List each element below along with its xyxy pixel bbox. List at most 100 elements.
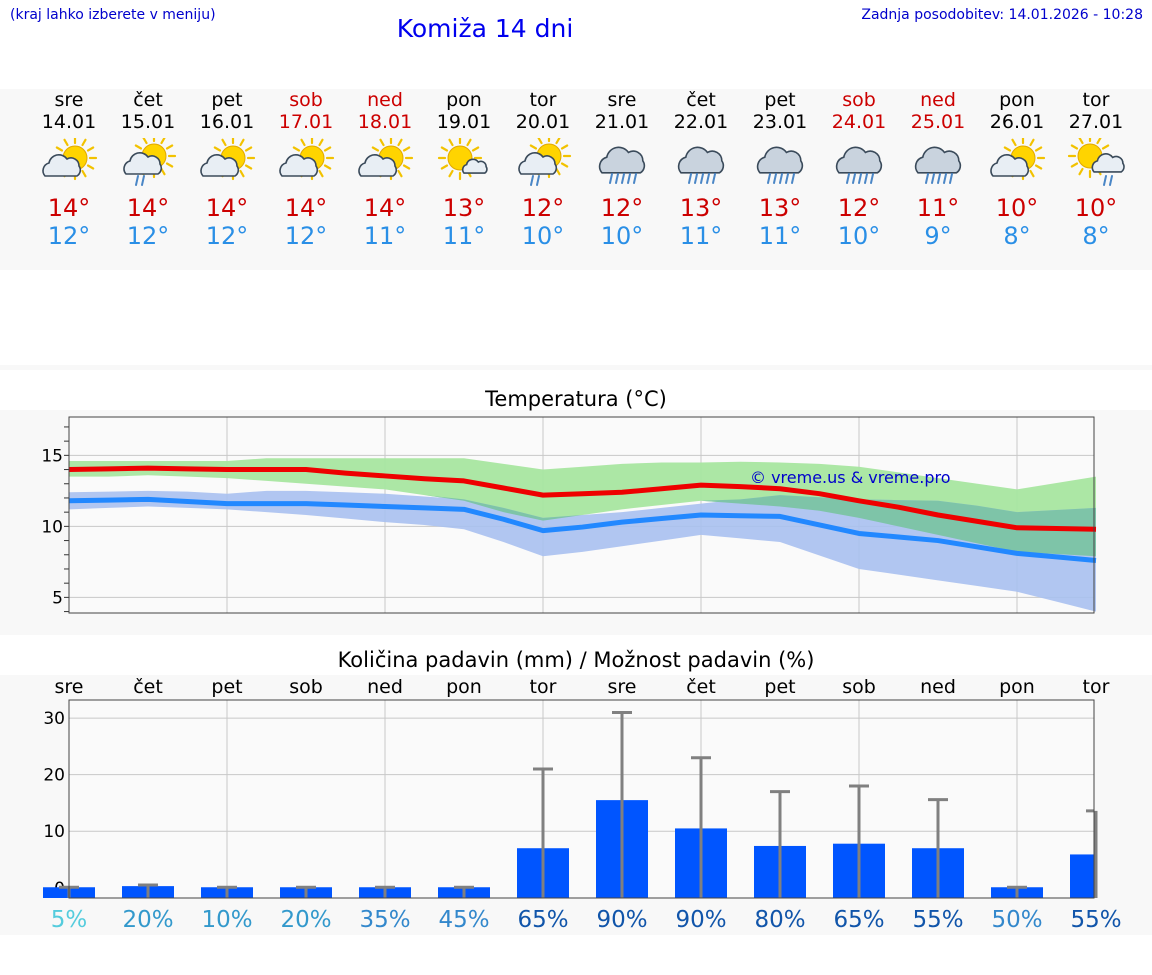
max-uncertainty-band — [69, 458, 1096, 557]
sun-cloud-rain-icon — [123, 133, 177, 186]
day-date: 21.01 — [594, 111, 650, 133]
min-temperature: 11° — [363, 222, 407, 250]
sun-small-cloud-rain-icon — [1067, 133, 1125, 186]
day-name: pet — [211, 89, 243, 111]
day-date: 14.01 — [41, 111, 97, 133]
sun-cloud-icon — [276, 135, 336, 192]
day-name: čet — [133, 89, 163, 111]
max-temperature: 13° — [679, 194, 723, 222]
cloud-heavy-rain-icon — [829, 138, 889, 192]
sun-cloud-icon — [200, 135, 256, 181]
x-tick-label: pet — [764, 676, 795, 698]
max-temperature: 13° — [758, 194, 802, 222]
day-date: 27.01 — [1068, 111, 1124, 133]
precip-chance-label: 65% — [517, 907, 568, 933]
min-temperature-line — [68, 496, 1097, 563]
precip-chance-label: 10% — [201, 907, 252, 933]
forecast-day: pon 26.01 10° 8° — [977, 89, 1057, 250]
day-date: 16.01 — [199, 111, 255, 133]
precip-chance-label: 90% — [596, 907, 647, 933]
cloud-heavy-rain-icon — [914, 146, 962, 184]
cloud-heavy-rain-icon — [750, 138, 810, 192]
y-tick-label: 15 — [41, 446, 63, 466]
y-tick-label: 10 — [43, 822, 65, 842]
min-temperature: 10° — [521, 222, 565, 250]
precip-chance-label: 35% — [359, 907, 410, 933]
day-date: 22.01 — [673, 111, 729, 133]
day-date: 23.01 — [752, 111, 808, 133]
x-tick-label: pon — [446, 676, 482, 698]
x-tick-label: ned — [367, 676, 403, 698]
spacer-band — [0, 365, 1152, 370]
forecast-day: ned 25.01 11° 9° — [898, 89, 978, 250]
cloud-heavy-rain-icon — [677, 146, 725, 184]
menu-hint[interactable]: (kraj lahko izberete v meniju) — [10, 7, 216, 23]
max-temperature: 10° — [995, 194, 1039, 222]
max-temperature: 14° — [284, 194, 328, 222]
min-temperature: 12° — [284, 222, 328, 250]
forecast-day: sre 14.01 14° 12° — [29, 89, 109, 250]
forecast-day: tor 20.01 12° 10° — [503, 89, 583, 250]
max-temperature: 12° — [600, 194, 644, 222]
forecast-day: ned 18.01 14° 11° — [345, 89, 425, 250]
cloud-heavy-rain-icon — [908, 138, 968, 192]
forecast-strip — [0, 89, 1152, 270]
min-temperature: 12° — [205, 222, 249, 250]
day-date: 18.01 — [357, 111, 413, 133]
day-name: pon — [999, 89, 1035, 111]
x-tick-label: tor — [1083, 676, 1110, 698]
max-temperature: 14° — [363, 194, 407, 222]
sun-cloud-icon — [279, 135, 335, 181]
temperature-chart-title: Temperatura (°C) — [485, 387, 667, 411]
day-name: tor — [529, 89, 557, 111]
forecast-day: pet 16.01 14° 12° — [187, 89, 267, 250]
max-temperature: 14° — [47, 194, 91, 222]
plot-frame — [68, 416, 1095, 614]
y-tick-label: 5 — [52, 588, 63, 608]
min-temperature: 11° — [679, 222, 723, 250]
day-name: ned — [367, 89, 403, 111]
precip-chance-label: 20% — [122, 907, 173, 933]
sun-small-cloud-icon — [434, 135, 494, 192]
sun-cloud-rain-icon — [513, 133, 573, 192]
day-date: 20.01 — [515, 111, 571, 133]
min-temperature: 12° — [126, 222, 170, 250]
max-temperature: 14° — [126, 194, 170, 222]
y-tick-label: 20 — [43, 766, 65, 786]
cloud-heavy-rain-icon — [598, 146, 646, 184]
sun-cloud-icon — [987, 135, 1047, 192]
x-tick-label: sob — [289, 676, 323, 698]
precip-chance-label: 80% — [754, 907, 805, 933]
sun-cloud-icon — [358, 135, 414, 181]
precip-chance-label: 45% — [438, 907, 489, 933]
day-name: sre — [607, 89, 637, 111]
day-date: 15.01 — [120, 111, 176, 133]
min-temperature: 8° — [1082, 222, 1110, 250]
x-tick-label: čet — [686, 676, 716, 698]
forecast-day: sre 21.01 12° 10° — [582, 89, 662, 250]
sun-cloud-rain-icon — [118, 133, 178, 192]
x-tick-label: sob — [842, 676, 876, 698]
x-tick-label: pon — [999, 676, 1035, 698]
precip-bar — [1070, 854, 1094, 898]
last-updated: Zadnja posodobitev: 14.01.2026 - 10:28 — [861, 7, 1143, 23]
min-temperature: 11° — [758, 222, 802, 250]
day-name: tor — [1082, 89, 1110, 111]
min-temperature: 9° — [924, 222, 952, 250]
x-tick-label: čet — [133, 676, 163, 698]
day-date: 24.01 — [831, 111, 887, 133]
forecast-day: čet 22.01 13° 11° — [661, 89, 741, 250]
sun-small-cloud-rain-icon — [1066, 133, 1126, 192]
sun-cloud-icon — [39, 135, 99, 192]
precip-chance-label: 65% — [833, 907, 884, 933]
max-temperature-line — [68, 465, 1097, 532]
precipitation-chart: sre čet pet sob ned pon tor sre čet pet sob ned pon t… — [43, 676, 1122, 933]
forecast-day: čet 15.01 14° 12° — [108, 89, 188, 250]
cloud-heavy-rain-icon — [835, 146, 883, 184]
sun-cloud-icon — [990, 135, 1046, 181]
band-overlap — [69, 475, 1096, 557]
max-temperature: 12° — [521, 194, 565, 222]
max-temperature: 12° — [837, 194, 881, 222]
min-temperature: 10° — [600, 222, 644, 250]
min-temperature: 8° — [1003, 222, 1031, 250]
